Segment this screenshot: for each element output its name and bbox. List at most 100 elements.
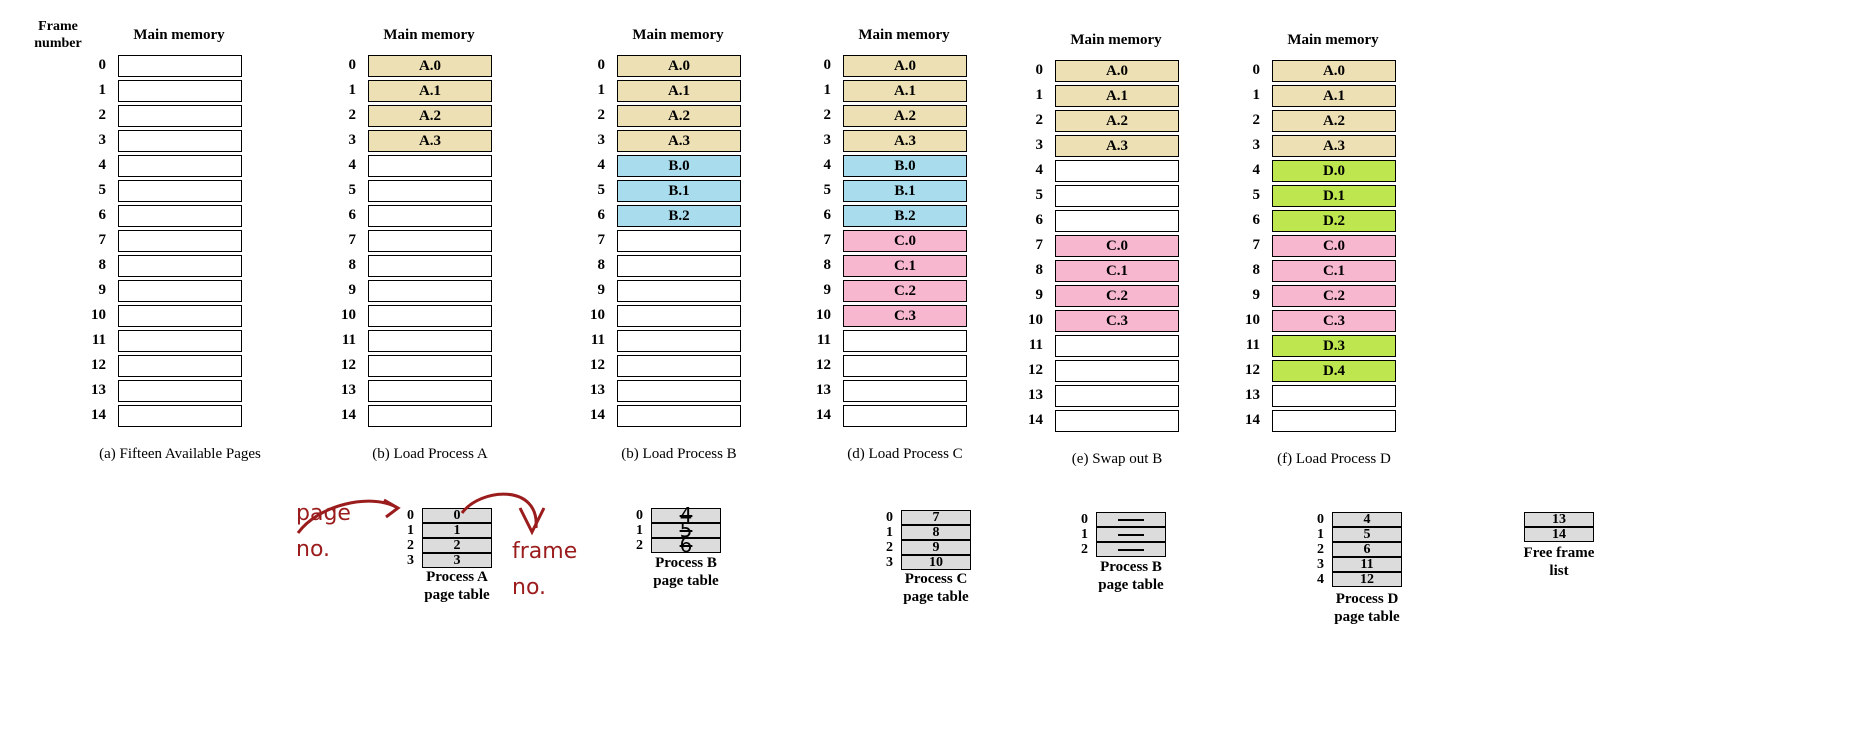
memory-frame: A.3 [1055,135,1179,157]
memory-frame: D.4 [1272,360,1396,382]
main-memory-title: Main memory [133,27,225,43]
memory-frame: A.1 [368,80,492,102]
memory-frame [1055,360,1179,382]
page-table-label: Process C page table [903,571,969,605]
memory-frame [617,405,741,427]
memory-frame [368,255,492,277]
frame-number: 5 [823,182,832,198]
memory-frame: A.2 [1272,110,1396,132]
memory-frame [843,405,967,427]
frame-number: 11 [341,332,356,348]
page-number: 1 [886,525,893,540]
memory-frame [1055,210,1179,232]
page-table-entry: 0 [422,508,492,523]
frame-number: 5 [98,182,107,198]
frame-number: 14 [91,407,106,423]
memory-frame [368,380,492,402]
memory-frame: A.3 [368,130,492,152]
memory-frame: B.2 [617,205,741,227]
frame-number: 6 [98,207,107,223]
frame-number: 0 [1035,62,1044,78]
frame-number: 11 [590,332,605,348]
page-table-entry: 10 [901,555,971,570]
memory-frame [118,355,242,377]
frame-number: 9 [98,282,107,298]
memory-frame [118,155,242,177]
frame-number: 11 [1245,337,1260,353]
frame-number: 3 [823,132,832,148]
memory-frame: C.3 [843,305,967,327]
frame-number: 9 [1252,287,1261,303]
frame-number: 10 [816,307,831,323]
page-number: 2 [1317,542,1324,557]
memory-frame: B.0 [617,155,741,177]
memory-frame: C.2 [1055,285,1179,307]
memory-frame: A.2 [843,105,967,127]
memory-frame: A.2 [1055,110,1179,132]
memory-frame [617,380,741,402]
frame-number: 1 [1035,87,1044,103]
memory-frame [368,355,492,377]
memory-frame: A.0 [1055,60,1179,82]
memory-frame: A.1 [1055,85,1179,107]
frame-number: 5 [1035,187,1044,203]
frame-number: 8 [823,257,832,273]
frame-number: 0 [1252,62,1261,78]
frame-number: 14 [1245,412,1260,428]
frame-number: 4 [1035,162,1044,178]
memory-frame: A.3 [1272,135,1396,157]
frame-number: 7 [597,232,606,248]
frame-number: 10 [1028,312,1043,328]
frame-number: 13 [816,382,831,398]
frame-number: 13 [590,382,605,398]
memory-frame: C.0 [843,230,967,252]
frame-number: 8 [597,257,606,273]
page-number: 2 [636,538,643,553]
page-table-label: Process A page table [424,569,490,603]
swapped-out-dash [1118,518,1144,521]
frame-number: 6 [1252,212,1261,228]
memory-frame [1055,160,1179,182]
memory-frame [368,205,492,227]
frame-number: 13 [1245,387,1260,403]
frame-number: 8 [348,257,357,273]
memory-frame: A.1 [843,80,967,102]
memory-frame [617,255,741,277]
page-number: 3 [1317,557,1324,572]
frame-number: 6 [823,207,832,223]
memory-frame [1055,185,1179,207]
memory-frame: C.2 [1272,285,1396,307]
memory-frame: A.0 [843,55,967,77]
memory-frame [118,330,242,352]
memory-frame: A.2 [617,105,741,127]
frame-number: 1 [823,82,832,98]
memory-frame [118,380,242,402]
page-number: 0 [636,508,643,523]
memory-frame [1055,385,1179,407]
panel-caption: (a) Fifteen Available Pages [99,446,261,462]
memory-frame [118,205,242,227]
main-memory-title: Main memory [858,27,950,43]
page-number: 2 [886,540,893,555]
memory-frame [368,155,492,177]
memory-frame: A.3 [843,130,967,152]
memory-frame [118,280,242,302]
page-number: 0 [1317,512,1324,527]
memory-frame [617,305,741,327]
swapped-out-dash [1118,548,1144,551]
memory-frame [843,330,967,352]
memory-frame [617,280,741,302]
memory-frame [118,305,242,327]
frame-number: 13 [341,382,356,398]
frame-number: 9 [823,282,832,298]
memory-frame: C.0 [1055,235,1179,257]
page-no-arrow [296,499,397,534]
frame-number: 8 [1035,262,1044,278]
memory-frame: D.3 [1272,335,1396,357]
page-number: 4 [1317,572,1324,587]
frame-number: 14 [341,407,356,423]
memory-frame: A.0 [368,55,492,77]
memory-frame [843,380,967,402]
frame-number: 2 [98,107,107,123]
memory-frame: B.0 [843,155,967,177]
